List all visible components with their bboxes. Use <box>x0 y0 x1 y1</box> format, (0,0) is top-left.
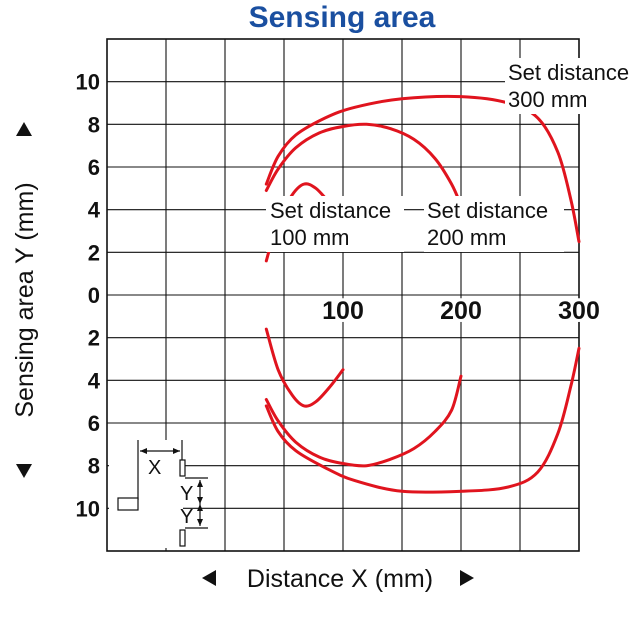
inset-y-arrow-mid-up <box>197 497 203 504</box>
series-line-2-upper <box>264 122 463 207</box>
series-line-3-upper <box>264 94 581 244</box>
x-axis-title: Distance X (mm) <box>247 565 433 593</box>
inset-diagram: X Y Y <box>109 440 208 548</box>
annotation-100-line2: 100 mm <box>270 225 349 250</box>
annotation-200-line2: 200 mm <box>427 225 506 250</box>
inset-y-arrow-top <box>197 480 203 487</box>
series-line-1-lower <box>264 327 345 408</box>
annotation-bg-200 <box>424 196 564 252</box>
y-tick-labels: 10 8 6 4 2 0 2 4 6 8 10 <box>76 70 101 522</box>
series-annotations: Set distance 300 mm Set distance 100 mm … <box>266 58 640 252</box>
y-tick-label: 4 <box>88 368 101 393</box>
chart-title: Sensing area <box>248 1 436 34</box>
y-tick-label: 6 <box>88 155 100 180</box>
inset-reflector-bottom <box>179 529 186 547</box>
series-line-2-lower <box>264 374 463 468</box>
inset-x-arrow-right <box>173 448 180 454</box>
y-tick-label: 2 <box>88 240 100 265</box>
y-tick-label: 8 <box>88 112 100 137</box>
inset-y-arrow-mid-down <box>197 504 203 511</box>
y-tick-label: 2 <box>88 326 100 351</box>
y-tick-label: 4 <box>88 198 101 223</box>
y-tick-label: 8 <box>88 454 100 479</box>
inset-x-label: X <box>148 457 161 479</box>
annotation-100-line1: Set distance <box>270 198 391 223</box>
x-tick-label: 100 <box>322 297 364 325</box>
inset-sensor <box>117 497 139 511</box>
annotation-bg-100 <box>266 196 404 252</box>
inset-x-arrow-left <box>140 448 147 454</box>
y-tick-label: 0 <box>88 283 100 308</box>
x-axis-label: Distance X (mm) <box>202 565 474 593</box>
x-tick-label: 200 <box>440 297 482 325</box>
x-axis-arrow-right <box>460 570 474 586</box>
y-axis-arrow-down <box>16 464 32 478</box>
y-axis-label: Sensing area Y (mm) <box>11 122 39 478</box>
inset-bg <box>109 440 183 548</box>
y-axis-arrow-up <box>16 122 32 136</box>
y-axis-title: Sensing area Y (mm) <box>11 182 39 417</box>
inset-y-label-lower: Y <box>180 506 193 528</box>
inset-y-label-upper: Y <box>180 483 193 505</box>
inset-reflector-top <box>179 459 186 477</box>
x-tick-label: 300 <box>558 297 600 325</box>
annotation-200-line1: Set distance <box>427 198 548 223</box>
x-axis-arrow-left <box>202 570 216 586</box>
x-tick-labels: 100 200 300 <box>319 294 603 328</box>
annotation-bg-300 <box>505 58 640 114</box>
inset-y-arrow-bottom <box>197 519 203 526</box>
annotation-300-line1: Set distance <box>508 60 629 85</box>
series-line-3-lower <box>264 346 581 494</box>
y-tick-label: 10 <box>76 496 100 521</box>
y-tick-label: 10 <box>76 70 100 95</box>
curves <box>264 94 581 494</box>
annotation-300-line2: 300 mm <box>508 87 587 112</box>
y-tick-label: 6 <box>88 411 100 436</box>
